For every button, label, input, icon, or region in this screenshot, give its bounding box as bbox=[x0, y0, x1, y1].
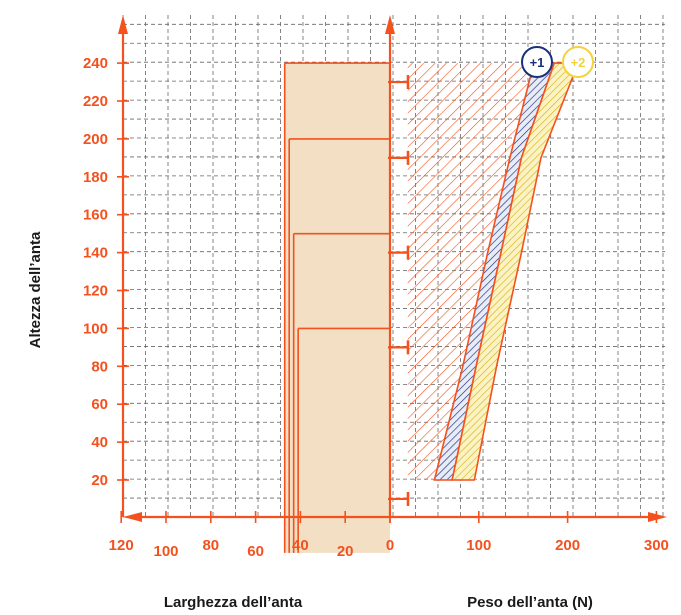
axes bbox=[117, 15, 667, 523]
x-right-tick-labels: 100 200 300 bbox=[466, 537, 669, 554]
series-badges: +1 +2 bbox=[521, 46, 594, 78]
center-axis-arrow bbox=[385, 15, 395, 34]
y-tick-label: 20 bbox=[91, 472, 108, 489]
x-right-tick-label: 100 bbox=[466, 537, 491, 554]
y-tick-label: 180 bbox=[83, 169, 108, 186]
x-left-tick-labels: 0 20 40 60 80 100 120 bbox=[109, 537, 394, 560]
y-tick-label: 160 bbox=[83, 207, 108, 224]
badge-circle-2 bbox=[562, 46, 594, 78]
base-hatch-zone bbox=[407, 63, 534, 480]
y-tick-label: 40 bbox=[91, 434, 108, 451]
y-tick-label: 220 bbox=[83, 93, 108, 110]
y-tick-labels: 20 40 60 80 100 120 140 160 180 200 220 240 bbox=[83, 55, 108, 489]
badge-label-1: +1 bbox=[530, 55, 545, 70]
width-panel bbox=[283, 62, 390, 553]
x-left-tick-label: 0 bbox=[386, 537, 394, 554]
badge-circle-1 bbox=[521, 46, 553, 78]
x-axis-arrow-right bbox=[648, 512, 667, 522]
grid bbox=[122, 15, 665, 518]
y-axis-arrow bbox=[118, 15, 128, 34]
hinge-markers bbox=[388, 75, 410, 506]
x-right-axis-title: Peso dell’anta (N) bbox=[467, 594, 593, 611]
base-hatch-area bbox=[407, 63, 534, 480]
x-left-tick-label: 120 bbox=[109, 537, 134, 554]
x-left-tick-label: 60 bbox=[247, 543, 264, 560]
x-right-tick-label: 200 bbox=[555, 537, 580, 554]
x-left-tick-label: 80 bbox=[202, 537, 219, 554]
x-axis-arrow-left bbox=[123, 512, 142, 522]
x-right-tick-label: 300 bbox=[644, 537, 669, 554]
y-tick-label: 60 bbox=[91, 396, 108, 413]
x-left-tick-label: 20 bbox=[337, 543, 354, 560]
x-left-axis-title: Larghezza dell’anta bbox=[164, 594, 303, 611]
width-panel-fill bbox=[284, 63, 390, 553]
y-tick-label: 240 bbox=[83, 55, 108, 72]
y-tick-label: 140 bbox=[83, 245, 108, 262]
y-tick-label: 120 bbox=[83, 283, 108, 300]
y-tick-label: 80 bbox=[91, 358, 108, 375]
x-left-tick-label: 100 bbox=[153, 543, 178, 560]
badge-label-2: +2 bbox=[571, 55, 586, 70]
y-axis-title: Altezza dell’anta bbox=[27, 231, 44, 348]
y-tick-label: 200 bbox=[83, 131, 108, 148]
x-left-tick-label: 40 bbox=[292, 537, 309, 554]
y-tick-label: 100 bbox=[83, 320, 108, 337]
